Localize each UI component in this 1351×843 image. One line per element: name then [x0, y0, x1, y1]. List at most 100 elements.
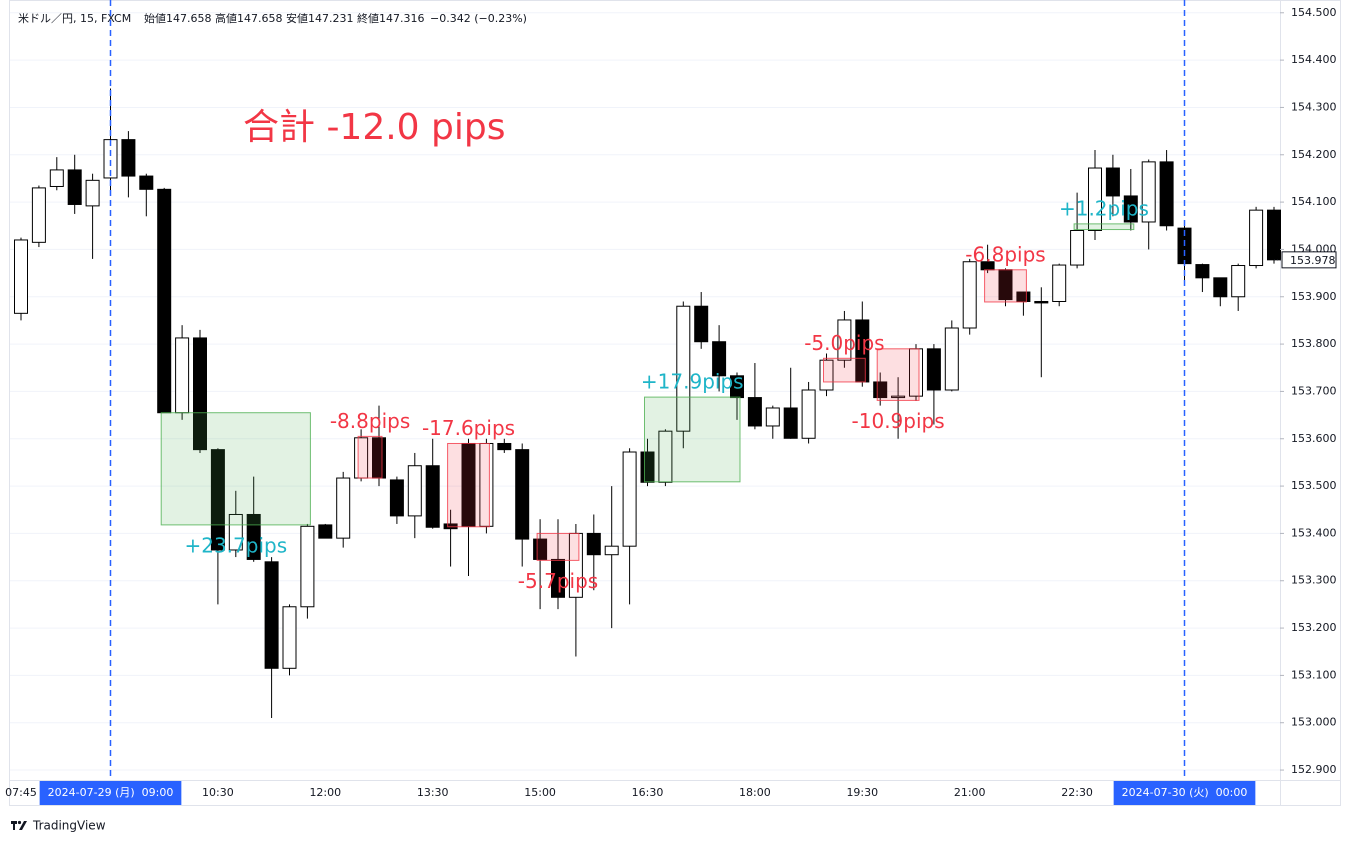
x-tick-label: 12:00 — [309, 786, 341, 799]
candle-body — [246, 513, 261, 560]
axes: 154.500154.400154.300154.200154.100154.0… — [5, 6, 1337, 805]
x-tick-label: 16:30 — [632, 786, 664, 799]
candle-body — [425, 465, 440, 528]
x-tick-label: 15:00 — [524, 786, 556, 799]
y-tick-label: 153.700 — [1291, 384, 1337, 397]
x-tick-label: 19:30 — [846, 786, 878, 799]
y-tick-label: 153.200 — [1291, 621, 1337, 634]
marks — [14, 88, 1281, 718]
candle-body — [586, 532, 601, 556]
trade-label: +23.7pips — [184, 533, 287, 557]
y-tick-label: 153.300 — [1291, 574, 1337, 587]
y-tick-label: 154.300 — [1291, 100, 1337, 113]
y-tick-label: 154.200 — [1291, 148, 1337, 161]
candle-body — [49, 169, 64, 187]
trade-box — [876, 348, 920, 401]
candle-body — [31, 187, 46, 243]
candle-body — [14, 239, 28, 314]
candle-body — [783, 407, 798, 439]
candle-body — [193, 337, 207, 451]
trade-label: -5.0pips — [804, 331, 884, 355]
last-price-label: 153.978 — [1290, 254, 1336, 267]
candle-body — [694, 305, 709, 343]
candle-body — [1088, 167, 1102, 231]
x-tick-label: 21:00 — [954, 786, 986, 799]
candle-body — [228, 513, 243, 551]
x-tick-highlight — [1113, 781, 1256, 805]
chart-title: 合計 -12.0 pips — [243, 107, 506, 148]
x-tick-label: 10:30 — [202, 786, 234, 799]
candle-body — [944, 327, 959, 391]
trade-box — [984, 269, 1027, 303]
candle-body — [962, 261, 977, 329]
y-tick-label: 153.800 — [1291, 337, 1337, 350]
grid — [10, 12, 1280, 771]
candle-body — [765, 407, 780, 427]
candle-body — [801, 389, 816, 439]
ohlc-close: 終値147.316 — [357, 11, 425, 25]
candle-body — [1034, 300, 1049, 304]
candle-body — [103, 139, 118, 179]
symbol: 米ドル／円, 15, FXCM — [18, 12, 131, 25]
trade-box — [357, 435, 383, 479]
candle-body — [264, 561, 279, 669]
candle-body — [747, 397, 762, 427]
trade-box — [447, 442, 490, 528]
trade-label: -10.9pips — [852, 409, 945, 433]
candle-body — [67, 169, 82, 205]
ohlc-open: 始値147.658 — [144, 11, 212, 25]
candle-body — [891, 395, 906, 399]
y-tick-label: 153.500 — [1291, 479, 1337, 492]
trade-box — [644, 396, 741, 483]
last-price-box — [1281, 251, 1337, 269]
y-tick-label: 154.400 — [1291, 53, 1337, 66]
x-tick-label: 22:30 — [1061, 786, 1093, 799]
x-tick-label: 2024-07-29 (月) 09:00 — [48, 786, 174, 799]
y-tick-label: 154.500 — [1291, 6, 1337, 19]
trade-label: -17.6pips — [422, 416, 515, 440]
trade-label: +1.2pips — [1059, 196, 1149, 220]
candle-body — [604, 545, 619, 556]
x-tick-label: 13:30 — [417, 786, 449, 799]
y-tick-label: 153.600 — [1291, 432, 1337, 445]
candle-body — [837, 319, 852, 361]
candle-body — [515, 449, 530, 540]
candle-body — [318, 524, 333, 539]
y-tick-label: 153.900 — [1291, 290, 1337, 303]
x-tick-label: 07:45 — [5, 786, 37, 799]
y-tick-label: 153.400 — [1291, 526, 1337, 539]
candle-body — [1213, 277, 1228, 298]
candle-body — [139, 175, 154, 190]
candle-body — [1070, 229, 1085, 266]
y-tick-label: 154.100 — [1291, 195, 1337, 208]
candle-body — [622, 451, 637, 547]
candle-body — [336, 477, 351, 539]
candle-body — [551, 558, 565, 598]
trade-label: -6.8pips — [965, 242, 1045, 266]
candle-body — [157, 188, 172, 414]
ohlc-low: 安値147.231 — [286, 11, 354, 25]
candle-body — [926, 348, 941, 391]
y-tick-label: 152.900 — [1291, 763, 1337, 776]
candle-body — [497, 442, 512, 451]
x-tick-label: 18:00 — [739, 786, 771, 799]
candle-body — [175, 337, 190, 414]
candle-body — [1195, 264, 1210, 279]
ohlc-high: 高値147.658 — [215, 11, 283, 25]
trade-box — [536, 532, 580, 561]
candle-body — [712, 341, 727, 377]
candle-body — [1105, 167, 1120, 197]
y-tick-label: 153.100 — [1291, 668, 1337, 681]
brand: TradingView — [32, 819, 106, 833]
trade-label: -5.7pips — [518, 569, 598, 593]
x-tick-label: 2024-07-30 (火) 00:00 — [1122, 786, 1248, 799]
brand-logo — [11, 820, 27, 830]
candle-body — [85, 179, 100, 207]
trade-box — [1073, 223, 1135, 231]
header: 米ドル／円, 15, FXCM 始値147.658 高値147.658 安値14… — [18, 11, 527, 25]
candle-body — [676, 305, 691, 432]
y-tick-label: 153.000 — [1291, 716, 1337, 729]
trade-box — [160, 412, 311, 526]
candle-body — [389, 479, 404, 517]
